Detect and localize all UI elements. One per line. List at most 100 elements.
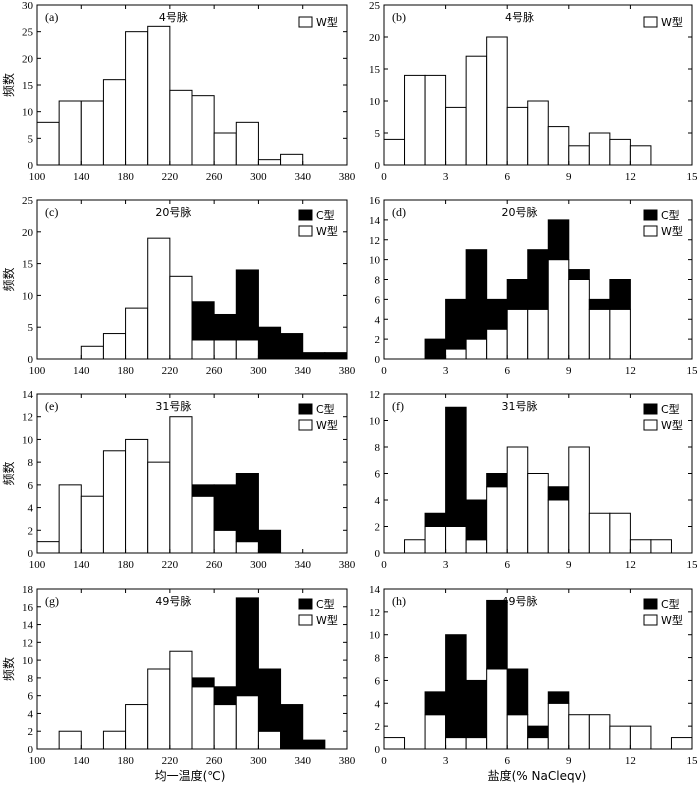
x-tick-label: 260: [206, 559, 223, 571]
x-tick-label: 3: [443, 171, 449, 183]
bar-w-c-180: [125, 307, 149, 360]
bar-w-a-160: [102, 79, 127, 166]
x-tick-label: 9: [566, 559, 572, 571]
y-tick-label: 25: [22, 27, 34, 39]
bar-w-f-5: [486, 486, 508, 554]
legend-label-W: W型: [661, 613, 683, 627]
bar-c-c-260: [213, 313, 237, 341]
chart-panel-a: 0 5 10 15 20 25 30 100 140 180 220 260 300 340 380 (a) 4…: [1, 0, 356, 183]
y-tick-label: 12: [369, 235, 380, 247]
y-tick-label: 10: [369, 255, 381, 267]
x-tick-label: 260: [206, 365, 223, 377]
y-tick-label: 18: [22, 584, 34, 596]
legend-swatch-C: [298, 209, 313, 221]
bar-c-h-4: [465, 679, 488, 739]
bar-w-h-10: [588, 714, 611, 750]
x-tick-label: 180: [117, 559, 134, 571]
bar-w-a-200: [147, 25, 171, 166]
bar-w-c-140: [80, 345, 104, 360]
y-axis-title: 频数: [1, 461, 16, 485]
y-tick-label: 15: [369, 64, 381, 76]
bar-c-g-260: [213, 686, 237, 706]
bar-c-d-5: [486, 298, 508, 330]
bar-w-a-120: [58, 100, 82, 166]
x-tick-label: 380: [339, 365, 356, 377]
legend-swatch-W: [643, 225, 658, 237]
bar-w-g-300: [257, 730, 282, 750]
bar-w-h-9: [568, 714, 590, 750]
bar-w-f-3: [445, 526, 467, 554]
bar-w-g-120: [58, 730, 82, 750]
bar-w-a-280: [235, 121, 259, 166]
vein-label: 31号脉: [155, 399, 191, 413]
y-tick-label: 14: [369, 584, 381, 596]
bar-c-d-9: [568, 269, 590, 280]
bar-w-b-7: [527, 100, 549, 166]
bar-c-e-300: [257, 529, 282, 554]
y-tick-label: 0: [375, 354, 381, 366]
x-tick-label: 140: [73, 171, 90, 183]
bar-c-h-8: [547, 691, 570, 704]
x-tick-label: 220: [162, 171, 179, 183]
y-tick-label: 8: [375, 275, 381, 287]
y-tick-label: 12: [22, 412, 33, 424]
bar-w-g-160: [102, 730, 127, 750]
bar-w-g-200: [147, 668, 171, 750]
y-tick-label: 0: [28, 548, 34, 560]
panel-label: (c): [45, 205, 58, 219]
y-tick-label: 20: [369, 32, 381, 44]
bar-c-g-300: [257, 668, 282, 732]
panel-label: (a): [45, 10, 58, 24]
y-tick-label: 14: [369, 215, 381, 227]
bar-w-d-7: [527, 308, 549, 360]
chart-panel-h: 0 2 4 6 8 10 12 14 0 3 6 9 12 15 (h) 49号脉 C型 W型: [369, 584, 698, 767]
bar-w-b-5: [486, 36, 508, 166]
y-tick-label: 25: [22, 195, 34, 207]
bar-w-h-2: [424, 714, 447, 750]
bar-w-f-10: [588, 512, 611, 554]
x-tick-label: 300: [250, 755, 267, 767]
chart-panel-e: 0 2 4 6 8 10 12 14 100 140 180 220 260 300 340 380 (e) 31…: [1, 389, 356, 571]
bar-w-f-2: [424, 526, 447, 554]
bar-w-f-7: [527, 473, 549, 554]
legend-label-W: W型: [661, 15, 683, 29]
y-tick-label: 6: [28, 691, 34, 703]
bar-w-h-5: [486, 668, 508, 750]
x-tick-label: 12: [625, 755, 636, 767]
legend-swatch-W: [643, 16, 658, 28]
legend-label-W: W型: [316, 613, 338, 627]
bar-w-b-10: [588, 132, 611, 166]
y-tick-label: 0: [375, 548, 381, 560]
x-tick-label: 6: [504, 365, 510, 377]
bar-c-f-3: [445, 406, 467, 527]
x-tick-label: 220: [162, 365, 179, 377]
vein-label: 4号脉: [505, 10, 534, 24]
x-tick-label: 220: [162, 559, 179, 571]
y-tick-label: 4: [375, 698, 381, 710]
bar-c-d-10: [588, 298, 611, 310]
legend-swatch-W: [298, 225, 313, 237]
y-tick-label: 10: [22, 655, 34, 667]
bar-c-g-280: [235, 597, 259, 697]
legend-swatch-C: [643, 209, 658, 221]
legend-swatch-W: [643, 614, 658, 626]
vein-label: 49号脉: [155, 594, 191, 608]
y-tick-label: 10: [369, 630, 381, 642]
y-tick-label: 5: [375, 128, 381, 140]
y-tick-label: 12: [369, 607, 380, 619]
y-tick-label: 12: [22, 637, 33, 649]
chart-panel-d: 0 2 4 6 8 10 12 14 16 0 3 6 9 12 15 (d) 20号脉 C型 W型: [369, 195, 698, 377]
x-tick-label: 9: [566, 171, 572, 183]
legend-label-W: W型: [316, 224, 338, 238]
y-tick-label: 0: [375, 744, 381, 756]
panel-label: (f): [392, 399, 404, 413]
bar-w-f-8: [547, 499, 570, 554]
y-axis-title: 频数: [1, 73, 16, 97]
bar-w-f-9: [568, 446, 590, 554]
bar-w-d-9: [568, 279, 590, 360]
bar-w-b-12: [629, 145, 652, 166]
bar-w-c-160: [102, 333, 127, 360]
x-tick-label: 340: [294, 755, 311, 767]
x-tick-label: 180: [117, 365, 134, 377]
y-tick-label: 20: [22, 53, 34, 65]
